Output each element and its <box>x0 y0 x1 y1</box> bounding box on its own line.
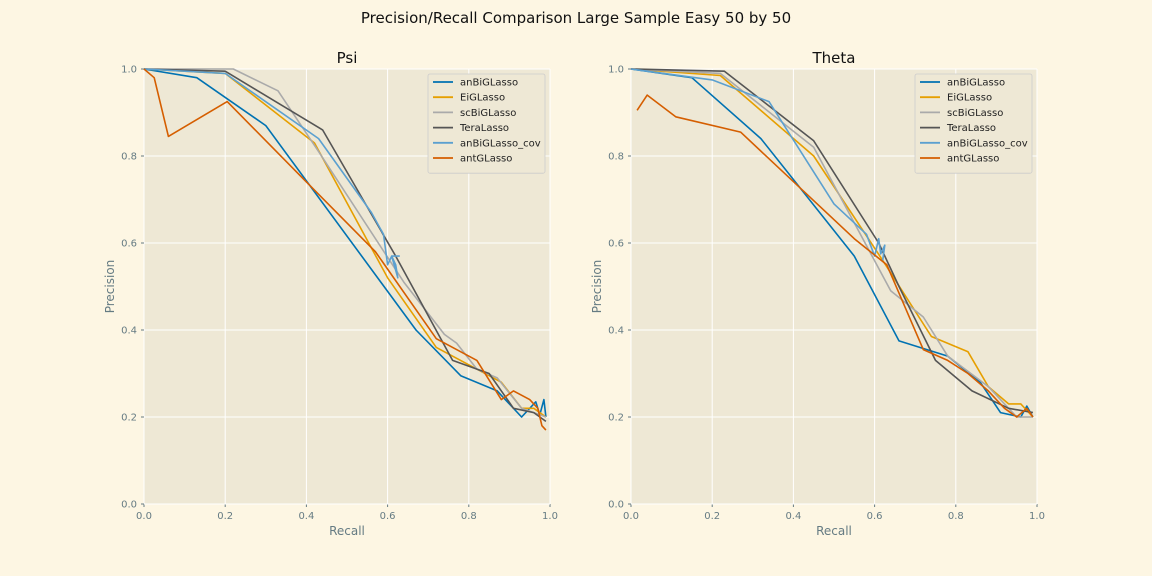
chart1-panel: 0.0 0.2 0.4 0.6 0.8 1.0 0.0 0.2 0.4 0.6 0.8 1.0 Thet… <box>590 49 1045 538</box>
chart1-x-axis-label: Recall <box>816 524 852 538</box>
chart1-y-axis-label: Precision <box>590 260 604 314</box>
chart1-x-tick-label: 0.0 <box>623 511 639 522</box>
chart1-legend-box <box>914 73 1033 174</box>
chart1-y-tick-label: 1.0 <box>608 65 624 76</box>
chart1-series-line-antGLasso <box>636 94 1034 418</box>
chart0-panel: 0.0 0.2 0.4 0.6 0.8 1.0 0.0 0.2 0.4 0.6 0.8 1.0 Psi R… <box>103 49 558 538</box>
chart0-y-tick-label: 1.0 <box>121 65 137 76</box>
chart1-legend-label-EiGLasso: EiGLasso <box>947 93 992 104</box>
chart0-series-line-anBiGLasso_cov <box>143 68 400 279</box>
chart1-series-line-TeraLasso <box>630 68 1034 414</box>
chart0-series-line-scBiGLasso <box>144 68 547 418</box>
chart1-x-tick-label: 1.0 <box>1029 511 1045 522</box>
chart0-legend-box <box>427 73 546 174</box>
chart1-legend-label-anBiGLasso_cov: anBiGLasso_cov <box>947 138 1028 149</box>
chart1-y-tick-label: 0.2 <box>608 413 624 424</box>
chart0-series-line-antGLasso <box>143 68 547 431</box>
chart0-y-tick-label: 0.8 <box>121 152 137 163</box>
chart1-legend-label-anBiGLasso: anBiGLasso <box>947 78 1005 89</box>
chart0-x-tick-label: 0.6 <box>380 511 396 522</box>
chart0-legend-label-antGLasso: antGLasso <box>460 154 512 165</box>
chart1-legend-label-TeraLasso: TeraLasso <box>946 123 996 134</box>
chart1-series-line-EiGLasso <box>630 68 1034 418</box>
chart0-series-line-EiGLasso <box>143 68 547 418</box>
chart1-y-tick-label: 0.8 <box>608 152 624 163</box>
chart1-y-tick-label: 0.4 <box>608 326 624 337</box>
chart0-series-line-TeraLasso <box>143 68 547 423</box>
chart1-y-tick-label: 0.0 <box>608 500 624 511</box>
chart1-legend: anBiGLasso EiGLasso scBiGLasso TeraLasso anB… <box>914 73 1033 174</box>
chart0-legend-label-TeraLasso: TeraLasso <box>459 123 509 134</box>
chart0-y-axis-label: Precision <box>103 260 117 314</box>
chart0-y-tick-label: 0.4 <box>121 326 137 337</box>
chart1-legend-label-scBiGLasso: scBiGLasso <box>947 108 1003 119</box>
chart0-x-axis-label: Recall <box>329 524 365 538</box>
chart1-x-tick-label: 0.6 <box>867 511 883 522</box>
chart0-legend-label-EiGLasso: EiGLasso <box>460 93 505 104</box>
figure-title: Precision/Recall Comparison Large Sample… <box>360 9 792 27</box>
chart0-y-tick-label: 0.2 <box>121 413 137 424</box>
chart0-x-tick-label: 0.2 <box>217 511 233 522</box>
chart0-y-tick-label: 0.6 <box>121 239 137 250</box>
chart1-legend-label-antGLasso: antGLasso <box>947 154 999 165</box>
chart0-x-tick-label: 0.4 <box>298 511 314 522</box>
chart0-legend-label-anBiGLasso_cov: anBiGLasso_cov <box>460 138 541 149</box>
chart1-series-line-anBiGLasso_cov <box>630 68 886 261</box>
chart1-x-tick-label: 0.8 <box>948 511 964 522</box>
chart1-x-tick-label: 0.2 <box>704 511 720 522</box>
chart0-legend-label-anBiGLasso: anBiGLasso <box>460 78 518 89</box>
chart1-y-tick-label: 0.6 <box>608 239 624 250</box>
chart0-legend-label-scBiGLasso: scBiGLasso <box>460 108 516 119</box>
chart0-x-tick-label: 1.0 <box>542 511 558 522</box>
chart0-legend: anBiGLasso EiGLasso scBiGLasso TeraLasso anB… <box>427 73 546 174</box>
chart1-x-tick-label: 0.4 <box>785 511 801 522</box>
chart0-y-tick-label: 0.0 <box>121 500 137 511</box>
chart0-x-tick-label: 0.0 <box>136 511 152 522</box>
chart0-title: Psi <box>337 49 358 67</box>
chart0-x-tick-label: 0.8 <box>461 511 477 522</box>
chart1-title: Theta <box>812 49 856 67</box>
chart0-series-line-anBiGLasso <box>143 68 547 418</box>
